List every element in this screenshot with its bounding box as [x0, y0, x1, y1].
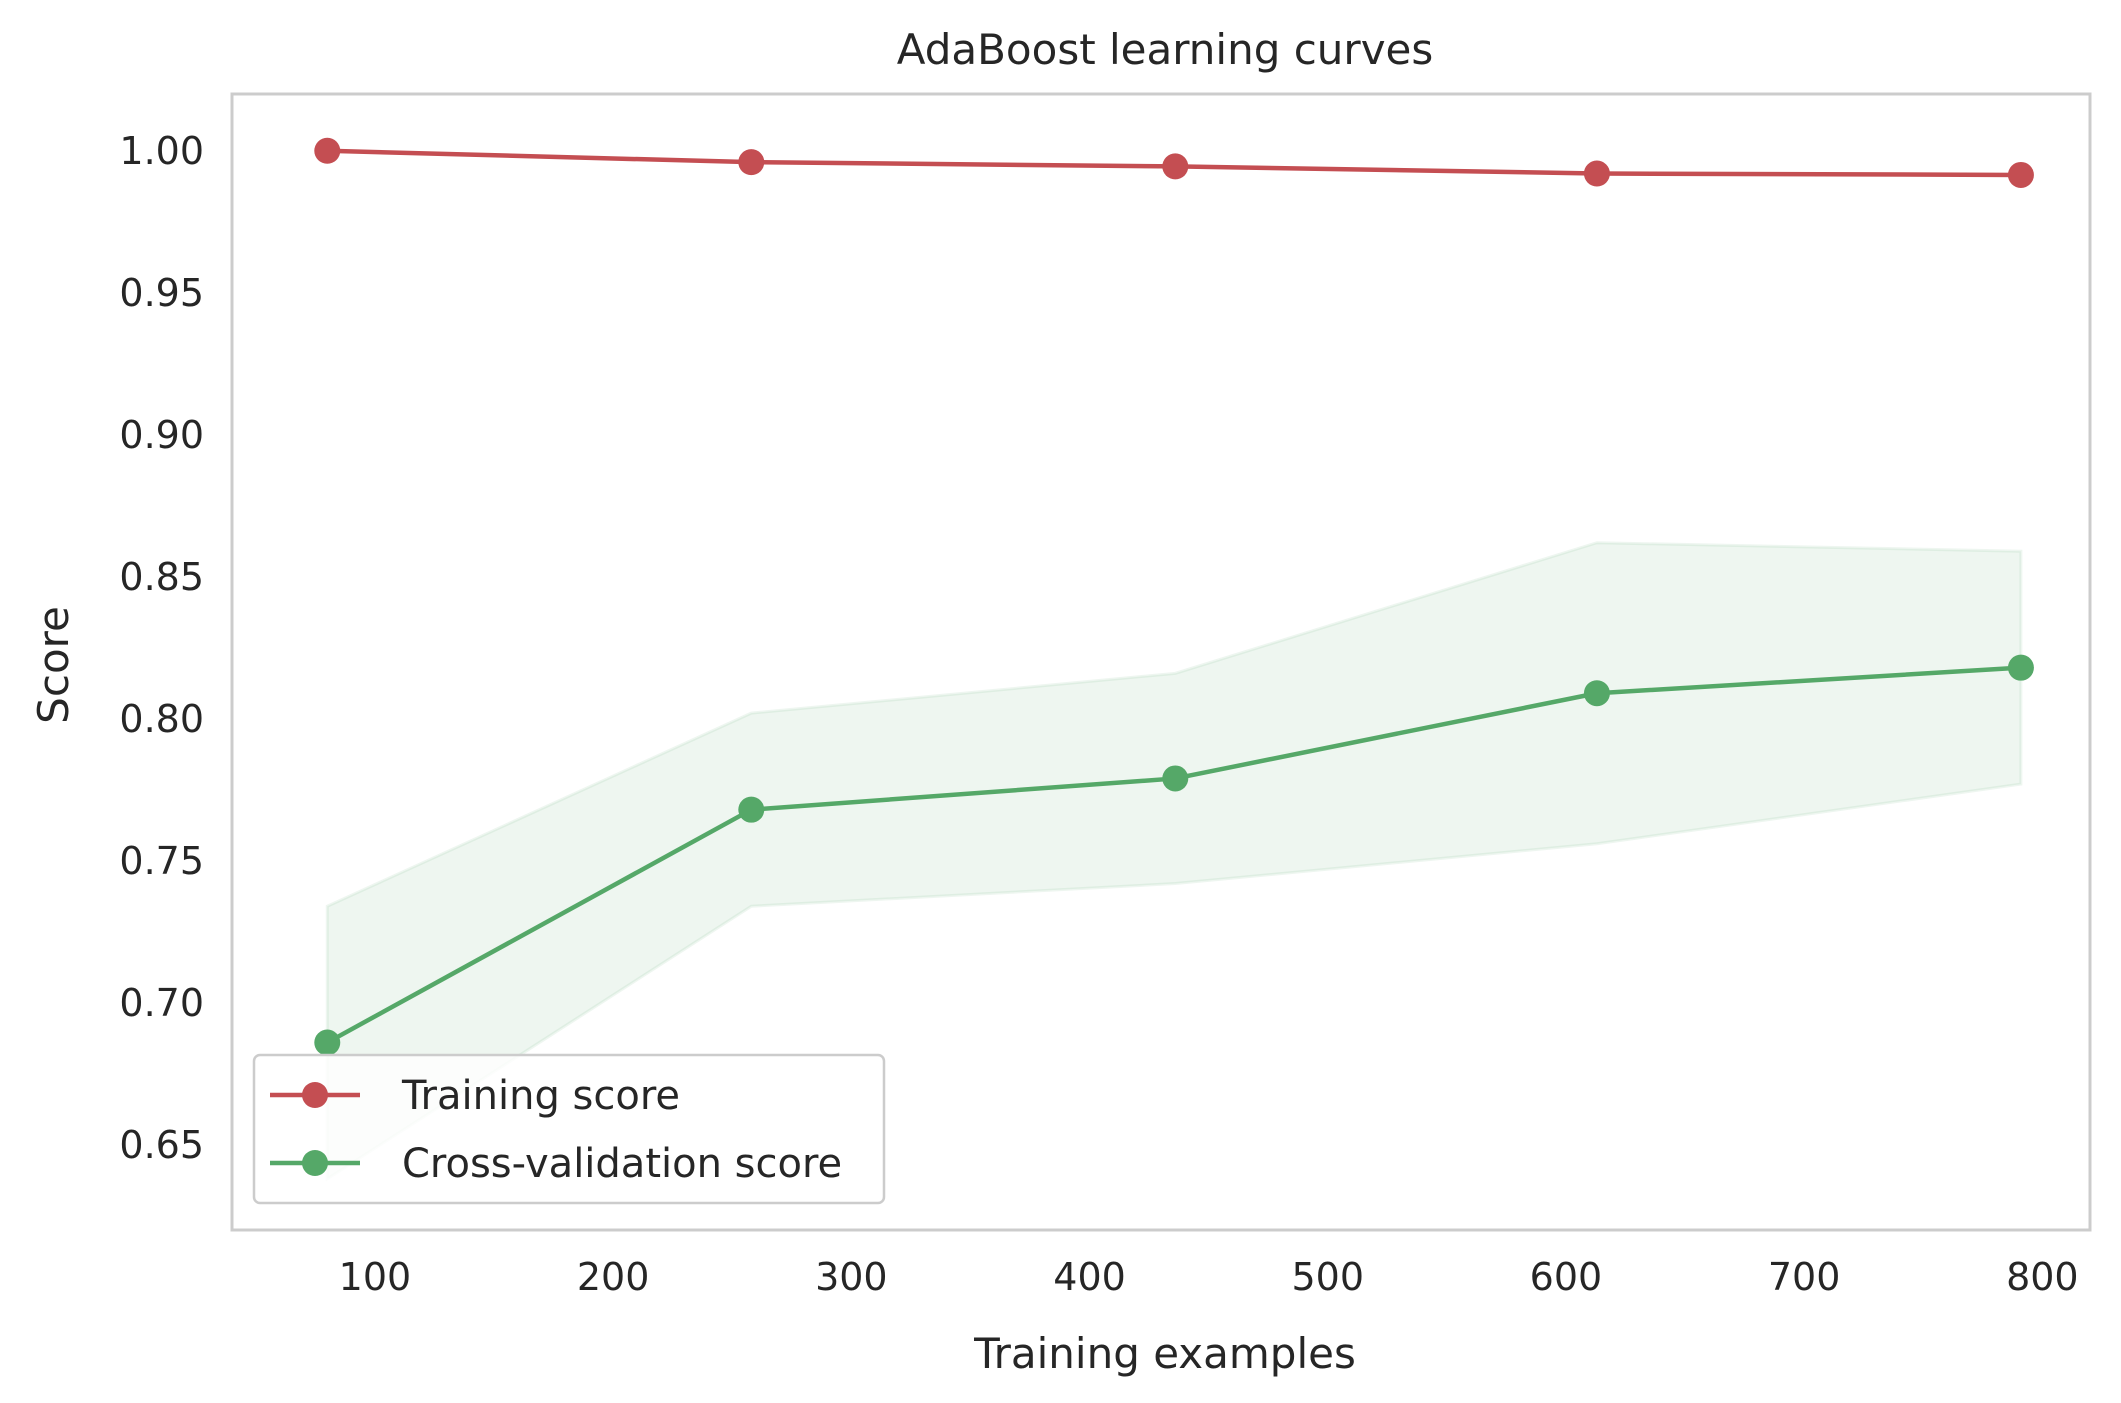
x-tick-label: 600	[1530, 1255, 1603, 1299]
x-tick-label: 500	[1291, 1255, 1364, 1299]
x-tick-label: 800	[2006, 1255, 2079, 1299]
legend-marker-1	[302, 1150, 328, 1176]
plot-frame	[230, 92, 2092, 1232]
x-tick-label: 300	[815, 1255, 888, 1299]
data-point-1-0	[314, 1029, 341, 1056]
legend-label-1: Cross-validation score	[402, 1141, 842, 1187]
y-axis-label: Score	[29, 606, 78, 724]
x-axis-label: Training examples	[973, 1329, 1356, 1378]
data-point-1-1	[738, 796, 765, 823]
y-tick-label: 1.00	[119, 129, 204, 173]
legend: Training score Cross-validation score	[252, 1053, 886, 1205]
y-tick-label: 0.90	[119, 413, 204, 457]
x-tick-label: 700	[1768, 1255, 1841, 1299]
legend-label-0: Training score	[401, 1073, 680, 1119]
y-tick-label: 0.80	[119, 697, 204, 741]
data-point-0-0	[314, 137, 341, 164]
y-tick-label: 0.65	[119, 1123, 204, 1167]
data-point-1-4	[2007, 654, 2034, 681]
legend-box	[252, 1053, 886, 1205]
data-point-0-2	[1162, 153, 1189, 180]
x-tick-label: 100	[339, 1255, 412, 1299]
y-tick-label: 0.95	[119, 271, 204, 315]
data-point-0-3	[1583, 160, 1610, 187]
plot-series	[314, 137, 2034, 1182]
y-tick-label: 0.85	[119, 555, 204, 599]
plot-area	[314, 137, 2034, 1182]
y-tick-label: 0.70	[119, 981, 204, 1025]
x-tick-label: 400	[1053, 1255, 1126, 1299]
x-axis-ticks: 100 200 300 400 500 600 700 800	[339, 1255, 2079, 1299]
chart-title: AdaBoost learning curves	[897, 25, 1434, 74]
legend-marker-0	[302, 1082, 328, 1108]
data-point-1-2	[1162, 765, 1189, 792]
data-point-0-1	[738, 149, 765, 176]
y-axis-ticks: 0.65 0.70 0.75 0.80 0.85 0.90 0.95 1.00	[119, 129, 204, 1167]
data-point-1-3	[1583, 680, 1610, 707]
y-tick-label: 0.75	[119, 839, 204, 883]
x-tick-label: 200	[577, 1255, 650, 1299]
data-point-0-4	[2007, 161, 2034, 188]
